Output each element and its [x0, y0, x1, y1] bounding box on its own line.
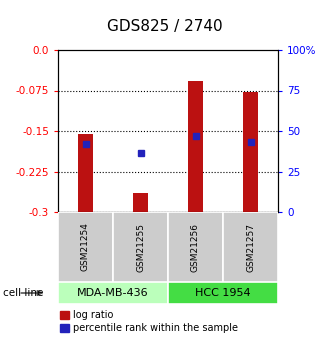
Text: MDA-MB-436: MDA-MB-436 — [77, 288, 149, 298]
Text: GSM21256: GSM21256 — [191, 223, 200, 272]
Text: GSM21254: GSM21254 — [81, 223, 90, 272]
Bar — [223, 212, 278, 282]
Text: GSM21257: GSM21257 — [246, 223, 255, 272]
Bar — [243, 92, 258, 212]
Bar — [168, 282, 278, 304]
Bar — [188, 81, 203, 212]
Bar — [58, 282, 168, 304]
Bar — [168, 212, 223, 282]
Bar — [78, 134, 93, 212]
Text: HCC 1954: HCC 1954 — [195, 288, 251, 298]
Bar — [133, 193, 148, 212]
Text: GSM21255: GSM21255 — [136, 223, 145, 272]
Text: cell line: cell line — [3, 288, 44, 298]
Bar — [58, 212, 113, 282]
Text: GDS825 / 2740: GDS825 / 2740 — [107, 19, 223, 33]
Legend: log ratio, percentile rank within the sample: log ratio, percentile rank within the sa… — [56, 306, 242, 337]
Bar — [113, 212, 168, 282]
